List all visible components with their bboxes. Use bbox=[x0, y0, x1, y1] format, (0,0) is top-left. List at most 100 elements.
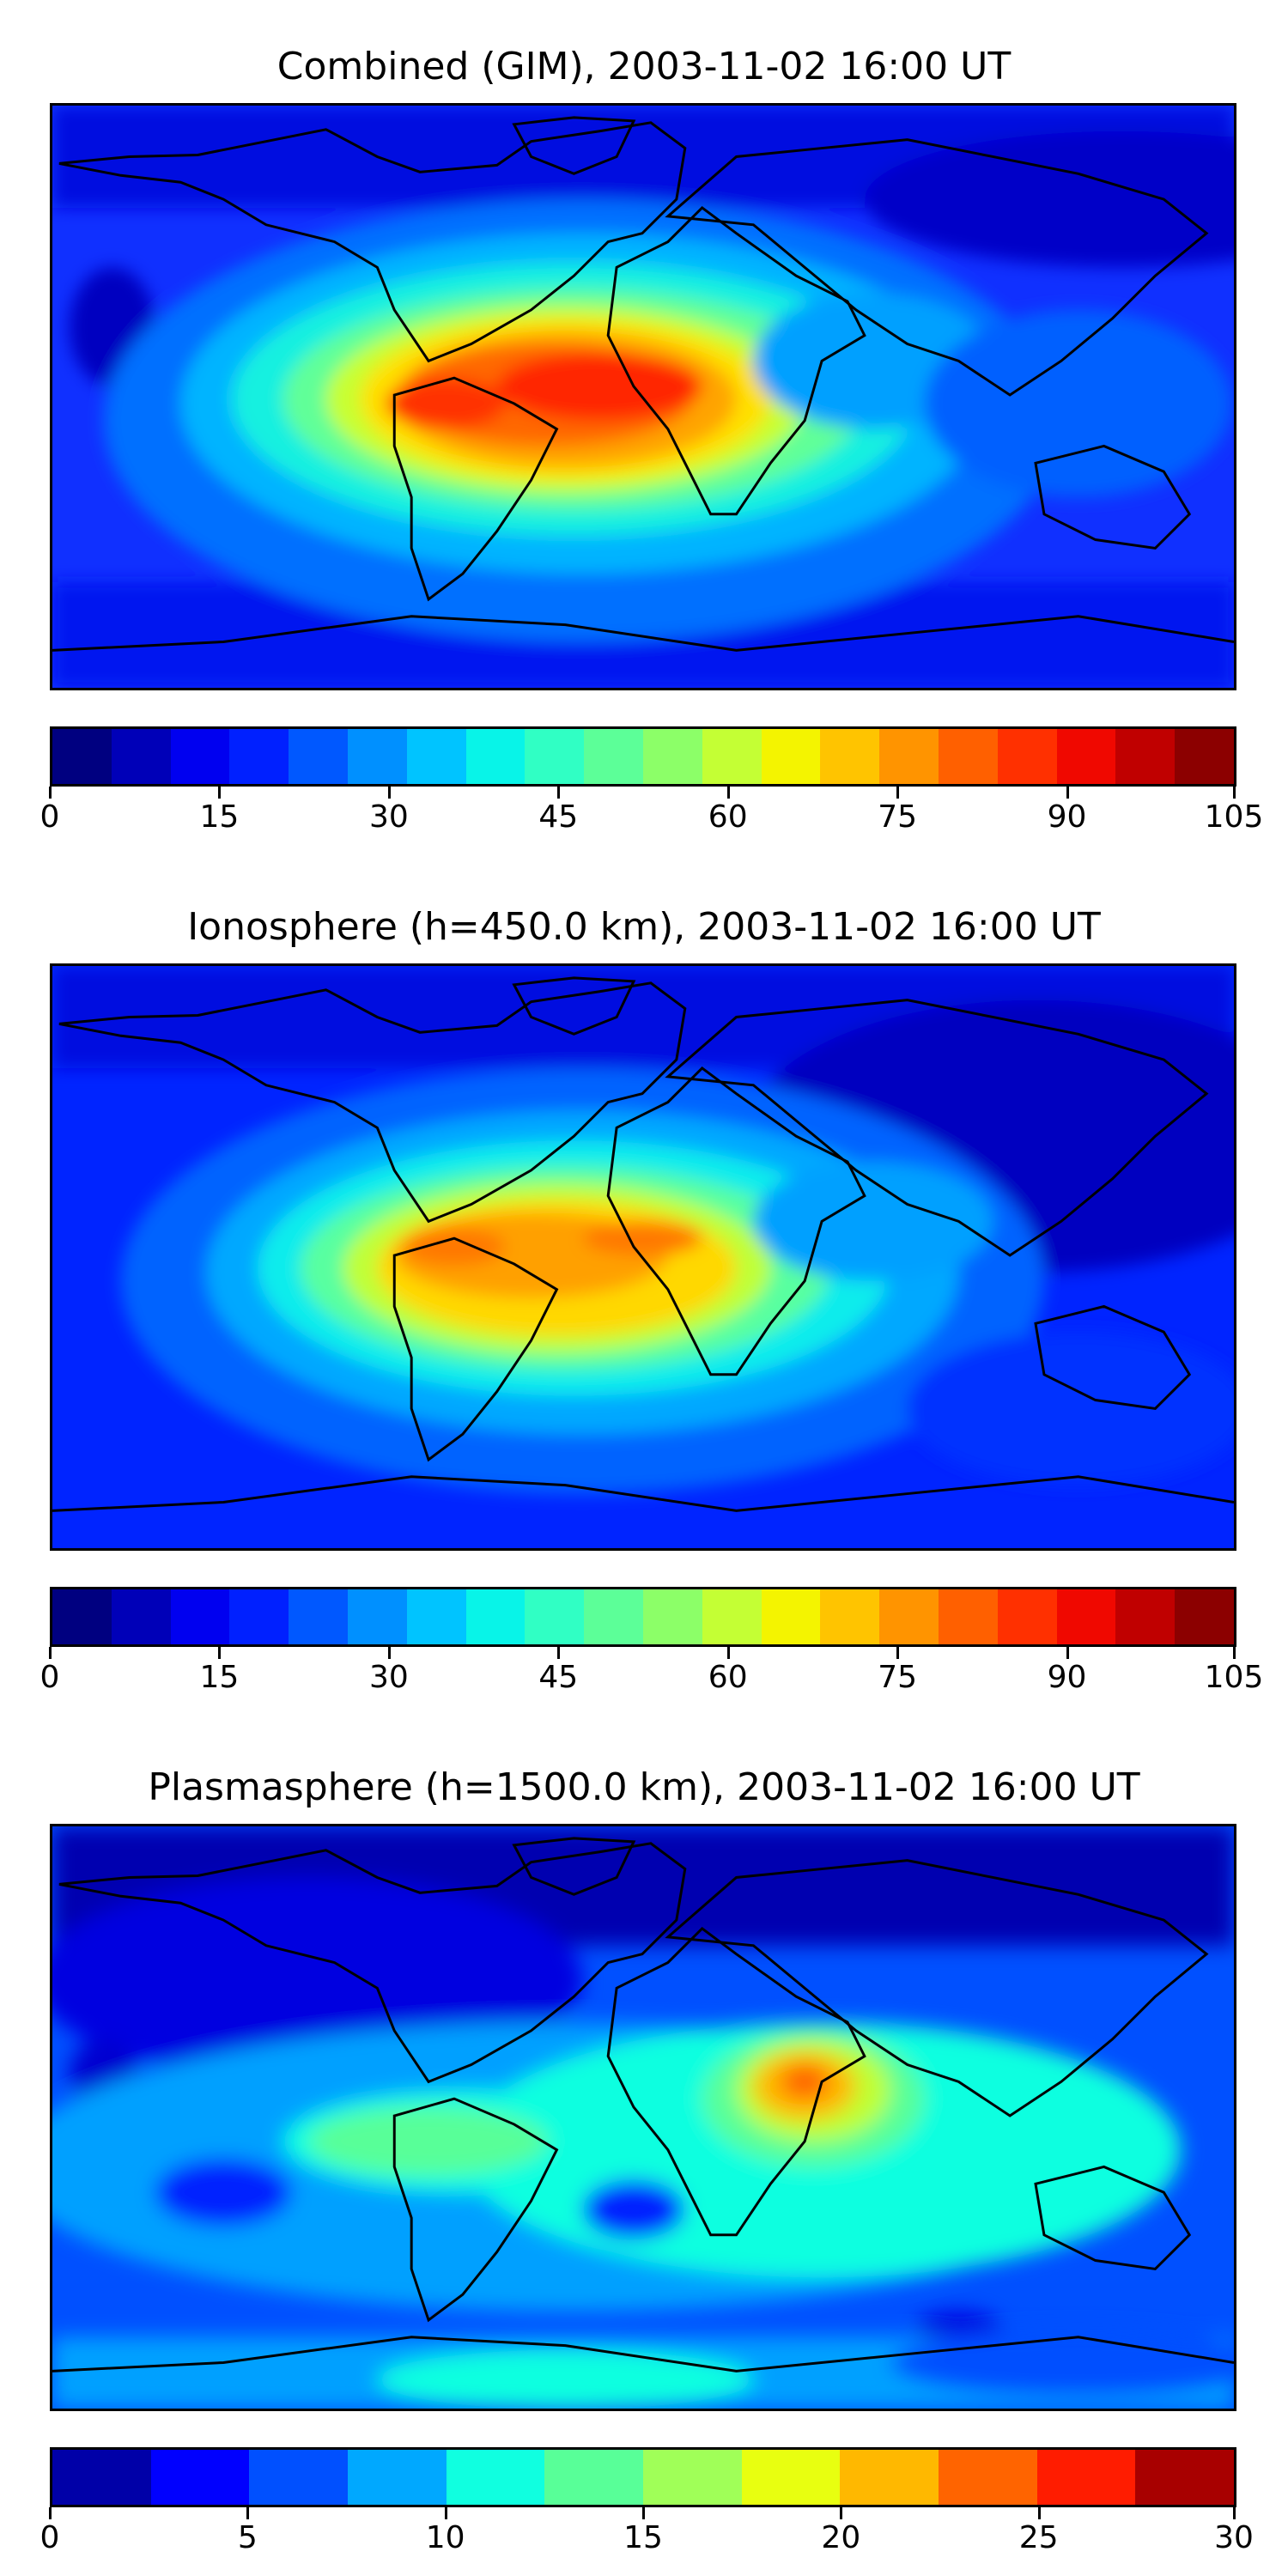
colorbar-tick bbox=[49, 2507, 52, 2519]
panel-title-plasmasphere: Plasmasphere (h=1500.0 km), 2003-11-02 1… bbox=[148, 1765, 1140, 1809]
colorbar-swatch bbox=[348, 2450, 447, 2505]
colorbar-swatch bbox=[406, 729, 466, 784]
colorbar-tick bbox=[1233, 1647, 1236, 1659]
colorbar-swatch bbox=[939, 2450, 1037, 2505]
colorbar-tick bbox=[49, 1647, 52, 1659]
colorbar-tick bbox=[387, 1647, 391, 1659]
colorbar-plasmasphere bbox=[50, 2447, 1236, 2507]
colorbar-tick-label: 15 bbox=[199, 799, 240, 835]
colorbar-tick-label: 45 bbox=[538, 799, 579, 835]
colorbar-swatch bbox=[525, 1589, 585, 1644]
colorbar-tick-label: 30 bbox=[368, 799, 409, 835]
colorbar-swatch bbox=[249, 2450, 349, 2505]
colorbar-tick bbox=[896, 787, 900, 799]
colorbar-swatch bbox=[544, 2450, 644, 2505]
colorbar-swatch bbox=[938, 1589, 998, 1644]
colorbar-tick bbox=[896, 1647, 900, 1659]
colorbar-swatch bbox=[465, 729, 526, 784]
map-ionosphere-canvas bbox=[52, 966, 1234, 1548]
colorbar-tick bbox=[642, 2507, 645, 2519]
colorbar-combined bbox=[50, 726, 1236, 787]
panel-title-ionosphere: Ionosphere (h=450.0 km), 2003-11-02 16:0… bbox=[187, 905, 1101, 949]
colorbar-tick bbox=[444, 2507, 447, 2519]
colorbar-swatch bbox=[820, 729, 880, 784]
colorbar-swatch bbox=[1056, 1589, 1116, 1644]
colorbar-swatch bbox=[584, 729, 643, 784]
colorbar-tick bbox=[246, 2507, 250, 2519]
colorbar-swatch bbox=[1175, 1589, 1234, 1644]
colorbar-swatch bbox=[170, 729, 230, 784]
colorbar-swatch bbox=[170, 1589, 230, 1644]
colorbar-swatch bbox=[761, 729, 821, 784]
colorbar-swatch bbox=[52, 1589, 112, 1644]
colorbar-tick bbox=[218, 1647, 222, 1659]
colorbar-tick-label: 25 bbox=[1018, 2520, 1059, 2555]
colorbar-ionosphere bbox=[50, 1587, 1236, 1647]
colorbar-swatch bbox=[997, 729, 1057, 784]
colorbar-swatch bbox=[1175, 729, 1234, 784]
colorbar-tick-label: 90 bbox=[1047, 799, 1087, 835]
colorbar-tick bbox=[1066, 1647, 1069, 1659]
colorbar-swatch bbox=[1056, 729, 1116, 784]
colorbar-swatch bbox=[289, 1589, 348, 1644]
colorbar-tick-label: 90 bbox=[1047, 1660, 1087, 1695]
colorbar-swatch bbox=[820, 1589, 880, 1644]
colorbar-swatch bbox=[761, 1589, 821, 1644]
colorbar-tick-label: 75 bbox=[878, 1660, 918, 1695]
colorbar-tick-label: 20 bbox=[821, 2520, 861, 2555]
colorbar-tick-label: 0 bbox=[39, 2520, 60, 2555]
colorbar-swatch bbox=[741, 2450, 841, 2505]
coastlines bbox=[52, 116, 1234, 652]
colorbar-tick bbox=[726, 787, 730, 799]
colorbar-tick-label: 15 bbox=[199, 1660, 240, 1695]
colorbar-tick-label: 10 bbox=[425, 2520, 465, 2555]
colorbar-swatch bbox=[229, 729, 289, 784]
colorbar-swatch bbox=[840, 2450, 939, 2505]
colorbar-swatch bbox=[111, 1589, 171, 1644]
colorbar-tick-label: 0 bbox=[39, 799, 60, 835]
map-plasmasphere-canvas bbox=[52, 1826, 1234, 2409]
colorbar-swatch bbox=[525, 729, 585, 784]
colorbar-swatch bbox=[879, 1589, 939, 1644]
colorbar-swatch bbox=[1036, 2450, 1136, 2505]
colorbar-swatch bbox=[1115, 1589, 1176, 1644]
colorbar-swatch bbox=[465, 1589, 526, 1644]
map-combined-canvas bbox=[52, 106, 1234, 688]
colorbar-swatch bbox=[1135, 2450, 1234, 2505]
colorbar-swatch bbox=[643, 2450, 742, 2505]
colorbar-tick bbox=[387, 787, 391, 799]
colorbar-swatch bbox=[1115, 729, 1176, 784]
colorbar-tick bbox=[557, 787, 561, 799]
colorbar-tick-label: 0 bbox=[39, 1660, 60, 1695]
colorbar-swatch bbox=[997, 1589, 1057, 1644]
colorbar-tick bbox=[1233, 787, 1236, 799]
panel-title-combined: Combined (GIM), 2003-11-02 16:00 UT bbox=[276, 45, 1012, 88]
colorbar-tick bbox=[840, 2507, 843, 2519]
colorbar-swatch bbox=[52, 729, 112, 784]
colorbar-tick bbox=[49, 787, 52, 799]
map-combined bbox=[50, 103, 1236, 690]
colorbar-tick-label: 60 bbox=[708, 1660, 748, 1695]
colorbar-swatch bbox=[642, 729, 702, 784]
colorbar-swatch bbox=[879, 729, 939, 784]
colorbar-swatch bbox=[289, 729, 348, 784]
colorbar-tick-label: 45 bbox=[538, 1660, 579, 1695]
colorbar-tick-label: 15 bbox=[623, 2520, 663, 2555]
colorbar-tick-label: 30 bbox=[1214, 2520, 1254, 2555]
colorbar-tick-label: 75 bbox=[878, 799, 918, 835]
colorbar-tick bbox=[1233, 2507, 1236, 2519]
colorbar-swatch bbox=[52, 2450, 151, 2505]
colorbar-tick-label: 30 bbox=[368, 1660, 409, 1695]
colorbar-swatch bbox=[347, 1589, 407, 1644]
map-plasmasphere bbox=[50, 1824, 1236, 2411]
colorbar-tick-label: 60 bbox=[708, 799, 748, 835]
coastlines bbox=[52, 1837, 1234, 2372]
colorbar-swatch bbox=[229, 1589, 289, 1644]
colorbar-swatch bbox=[446, 2450, 545, 2505]
colorbar-tick bbox=[726, 1647, 730, 1659]
colorbar-swatch bbox=[702, 729, 762, 784]
map-ionosphere bbox=[50, 963, 1236, 1551]
colorbar-swatch bbox=[406, 1589, 466, 1644]
colorbar-swatch bbox=[347, 729, 407, 784]
colorbar-tick-label: 105 bbox=[1204, 1660, 1264, 1695]
